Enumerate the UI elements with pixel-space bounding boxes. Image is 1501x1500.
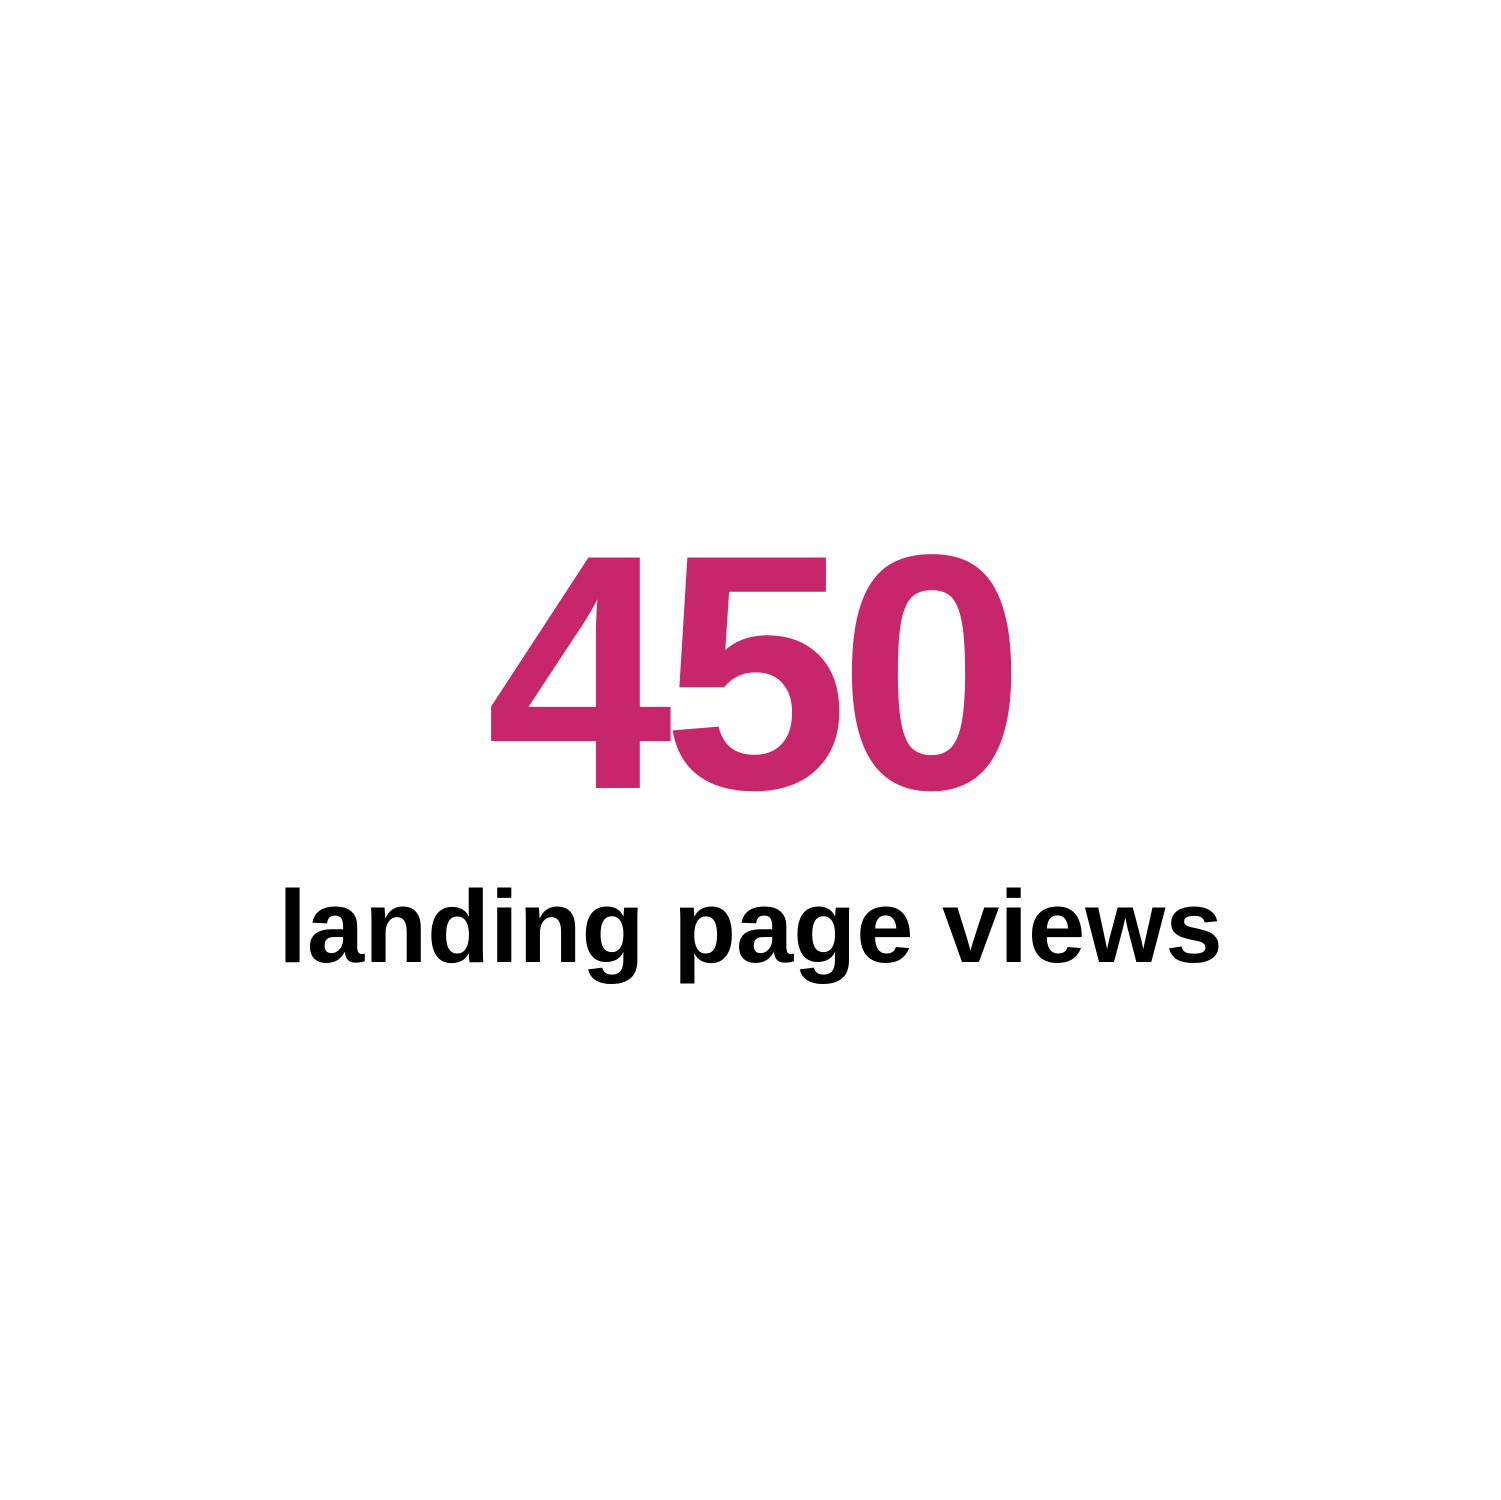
stat-value: 450 — [486, 485, 1025, 859]
stat-label: landing page views — [278, 869, 1223, 984]
